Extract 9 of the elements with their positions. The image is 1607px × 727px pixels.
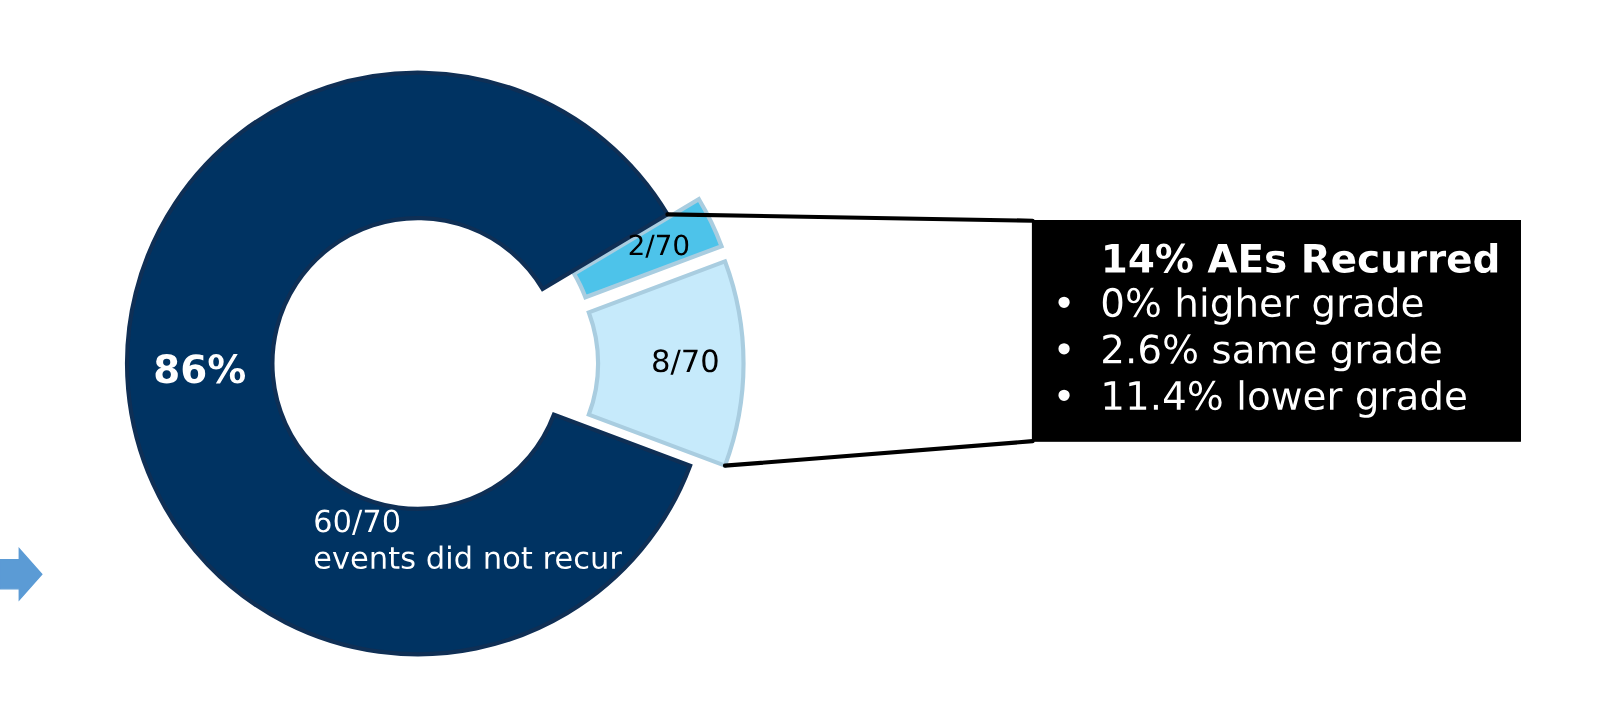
data-label: 60/70: [315, 509, 400, 535]
text: • 11.4% lower grade: [1058, 380, 1466, 418]
data-label: 8/70: [653, 349, 718, 375]
slice-label: events did not recur: [314, 545, 622, 570]
text: • 2.6% same grade: [1058, 333, 1441, 372]
data-label: 2/70: [629, 234, 689, 258]
text: 86%: [155, 354, 246, 384]
text: 14% AEs Recurred: [1105, 242, 1498, 273]
text: • 0% higher grade: [1058, 287, 1423, 325]
